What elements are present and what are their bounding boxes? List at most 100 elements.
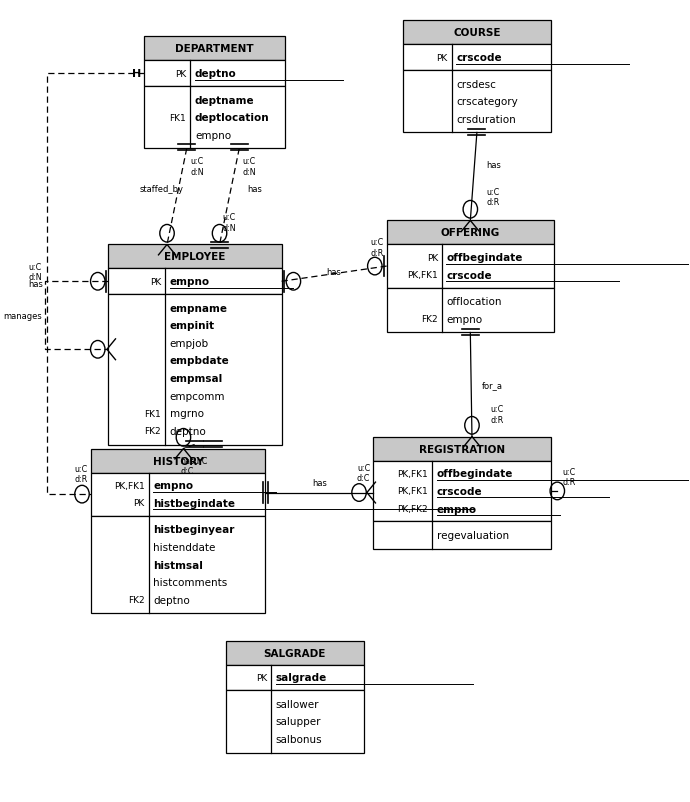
Text: u:C
d:N: u:C d:N	[242, 157, 256, 176]
Text: PK: PK	[133, 499, 145, 508]
Text: has: has	[312, 479, 327, 488]
Text: COURSE: COURSE	[453, 28, 501, 38]
Text: deptno: deptno	[170, 427, 206, 436]
Text: OFFERING: OFFERING	[441, 228, 500, 238]
Text: manages: manages	[3, 311, 42, 320]
Text: PK: PK	[175, 70, 186, 79]
Text: empno: empno	[153, 480, 193, 491]
Text: empinit: empinit	[170, 321, 215, 331]
Text: regevaluation: regevaluation	[437, 530, 509, 541]
Text: u:C
d:R: u:C d:R	[486, 188, 500, 207]
Text: offbegindate: offbegindate	[446, 253, 523, 263]
Text: u:C
d:N: u:C d:N	[190, 157, 204, 176]
Text: PK: PK	[437, 54, 448, 63]
Text: PK,FK1: PK,FK1	[114, 481, 145, 490]
Text: empcomm: empcomm	[170, 391, 225, 401]
Text: crsduration: crsduration	[456, 115, 516, 124]
Bar	[108, 269, 282, 294]
Text: PK,FK1: PK,FK1	[397, 469, 428, 478]
Text: REGISTRATION: REGISTRATION	[419, 444, 505, 454]
Text: salupper: salupper	[276, 716, 322, 727]
Text: offbegindate: offbegindate	[437, 468, 513, 479]
Text: empno: empno	[437, 504, 477, 514]
Text: histmsal: histmsal	[153, 560, 203, 570]
Text: salbonus: salbonus	[276, 734, 322, 744]
Text: empno: empno	[195, 131, 231, 140]
Bar	[386, 288, 554, 333]
Text: histcomments: histcomments	[153, 577, 228, 587]
Text: u:C
d:N: u:C d:N	[28, 262, 42, 282]
Text: FK1: FK1	[170, 114, 186, 123]
Text: for_a: for_a	[482, 380, 503, 390]
Text: hasu:C: hasu:C	[180, 456, 208, 465]
Bar	[386, 221, 554, 245]
Text: has: has	[326, 268, 342, 277]
Bar	[108, 245, 282, 269]
Text: crscode: crscode	[437, 486, 482, 496]
Text: PK: PK	[256, 673, 267, 682]
Bar	[403, 22, 551, 46]
Text: has: has	[486, 160, 502, 170]
Text: DEPARTMENT: DEPARTMENT	[175, 44, 254, 55]
Text: deptname: deptname	[195, 95, 255, 106]
Text: SALGRADE: SALGRADE	[264, 648, 326, 658]
Bar	[144, 87, 285, 149]
Bar	[373, 521, 551, 549]
Text: deptno: deptno	[195, 69, 237, 79]
Bar	[373, 461, 551, 521]
Text: salgrade: salgrade	[276, 673, 327, 683]
Text: sallower: sallower	[276, 699, 319, 709]
Text: u:C
d:R: u:C d:R	[75, 464, 88, 484]
Text: PK: PK	[150, 277, 161, 286]
Bar	[403, 46, 551, 71]
Text: empno: empno	[446, 314, 482, 325]
Text: EMPLOYEE: EMPLOYEE	[164, 252, 226, 262]
Text: PK: PK	[426, 253, 438, 262]
Text: empjob: empjob	[170, 338, 209, 348]
Bar	[108, 294, 282, 445]
Text: FK2: FK2	[128, 596, 145, 605]
Text: has: has	[247, 184, 262, 194]
Text: histbegindate: histbegindate	[153, 498, 235, 508]
Text: mgrno: mgrno	[170, 409, 204, 419]
Text: PK,FK1: PK,FK1	[397, 487, 428, 496]
Bar	[226, 641, 364, 665]
Bar	[91, 516, 265, 614]
Text: histenddate: histenddate	[153, 542, 215, 553]
Bar	[144, 38, 285, 61]
Bar	[91, 449, 265, 473]
Bar	[226, 665, 364, 691]
Text: histbeginyear: histbeginyear	[153, 525, 235, 535]
Bar	[91, 473, 265, 516]
Text: u:C
d:R: u:C d:R	[370, 238, 384, 257]
Text: PK,FK1: PK,FK1	[407, 271, 438, 280]
Text: deptlocation: deptlocation	[195, 113, 270, 123]
Bar	[226, 691, 364, 752]
Text: H: H	[132, 69, 141, 79]
Text: d:C: d:C	[180, 466, 193, 475]
Text: u:C
d:R: u:C d:R	[491, 405, 504, 424]
Text: FK2: FK2	[422, 315, 438, 324]
Text: has: has	[28, 280, 43, 289]
Text: crscode: crscode	[456, 53, 502, 63]
Text: u:C
d:N: u:C d:N	[223, 213, 237, 233]
Text: empmsal: empmsal	[170, 374, 223, 383]
Text: empbdate: empbdate	[170, 356, 229, 366]
Text: deptno: deptno	[153, 595, 190, 605]
Text: FK2: FK2	[144, 427, 161, 435]
Bar	[386, 245, 554, 288]
Text: crscode: crscode	[446, 270, 492, 281]
Bar	[373, 437, 551, 461]
Bar	[403, 71, 551, 133]
Text: FK1: FK1	[144, 409, 161, 419]
Text: staffed_by: staffed_by	[139, 184, 184, 194]
Text: crsdesc: crsdesc	[456, 79, 496, 90]
Text: PK,FK2: PK,FK2	[397, 504, 428, 513]
Text: empname: empname	[170, 303, 228, 314]
Text: offlocation: offlocation	[446, 297, 502, 307]
Text: empno: empno	[170, 277, 210, 287]
Bar	[144, 61, 285, 87]
Text: u:C
d:C: u:C d:C	[357, 464, 371, 483]
Text: u:C
d:R: u:C d:R	[562, 468, 576, 487]
Text: HISTORY: HISTORY	[152, 456, 204, 466]
